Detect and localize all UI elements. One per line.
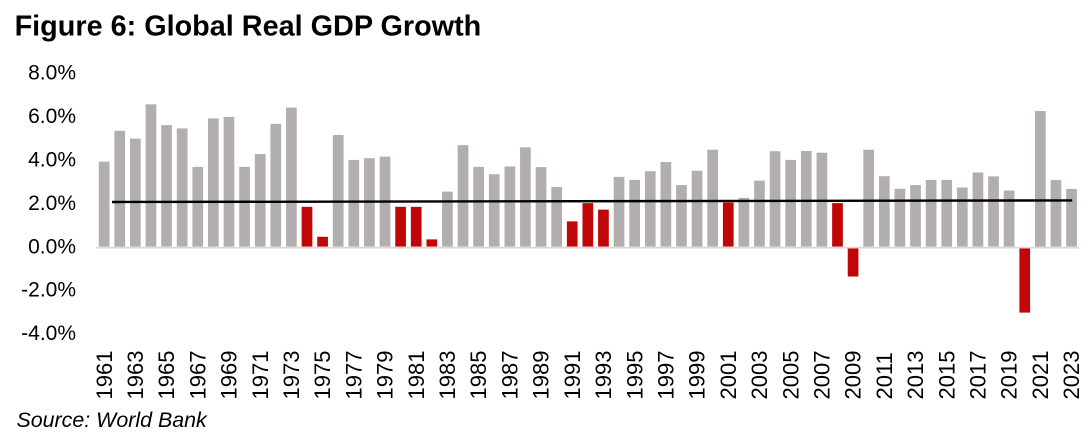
svg-text:2011: 2011 <box>872 352 897 399</box>
svg-text:1999: 1999 <box>685 351 710 400</box>
svg-text:1987: 1987 <box>497 351 522 400</box>
svg-text:-4.0%: -4.0% <box>21 322 76 345</box>
svg-text:2007: 2007 <box>809 351 834 400</box>
svg-text:2017: 2017 <box>966 351 991 400</box>
svg-text:2013: 2013 <box>903 351 928 400</box>
svg-text:2001: 2001 <box>716 351 741 400</box>
svg-text:1969: 1969 <box>217 351 242 400</box>
svg-text:2003: 2003 <box>747 351 772 400</box>
svg-text:1989: 1989 <box>529 351 554 400</box>
svg-text:1965: 1965 <box>154 351 179 400</box>
svg-text:2019: 2019 <box>997 351 1022 400</box>
svg-text:1973: 1973 <box>279 351 304 400</box>
svg-text:1971: 1971 <box>248 351 273 400</box>
svg-text:0.0%: 0.0% <box>28 235 76 258</box>
svg-text:1993: 1993 <box>591 351 616 400</box>
svg-text:2021: 2021 <box>1028 351 1053 400</box>
svg-text:6.0%: 6.0% <box>28 105 76 128</box>
svg-text:-2.0%: -2.0% <box>21 279 76 302</box>
svg-text:Source: World Bank: Source: World Bank <box>17 408 209 432</box>
svg-text:Figure 6: Global Real GDP Grow: Figure 6: Global Real GDP Growth <box>15 11 482 43</box>
svg-text:8.0%: 8.0% <box>28 62 76 85</box>
svg-text:1963: 1963 <box>123 351 148 400</box>
svg-text:4.0%: 4.0% <box>28 148 76 171</box>
svg-text:1977: 1977 <box>341 351 366 400</box>
svg-text:1997: 1997 <box>653 351 678 400</box>
svg-text:1991: 1991 <box>560 351 585 400</box>
svg-text:1981: 1981 <box>404 351 429 400</box>
svg-text:1975: 1975 <box>310 351 335 400</box>
svg-text:1983: 1983 <box>435 351 460 400</box>
svg-text:1985: 1985 <box>466 351 491 400</box>
svg-text:1961: 1961 <box>92 351 117 400</box>
svg-text:2.0%: 2.0% <box>28 192 76 215</box>
svg-text:2009: 2009 <box>841 351 866 400</box>
svg-text:2015: 2015 <box>934 351 959 400</box>
svg-text:2005: 2005 <box>778 351 803 400</box>
svg-text:1995: 1995 <box>622 351 647 400</box>
svg-text:1979: 1979 <box>373 351 398 400</box>
svg-text:1967: 1967 <box>185 351 210 400</box>
svg-text:2023: 2023 <box>1059 351 1084 400</box>
